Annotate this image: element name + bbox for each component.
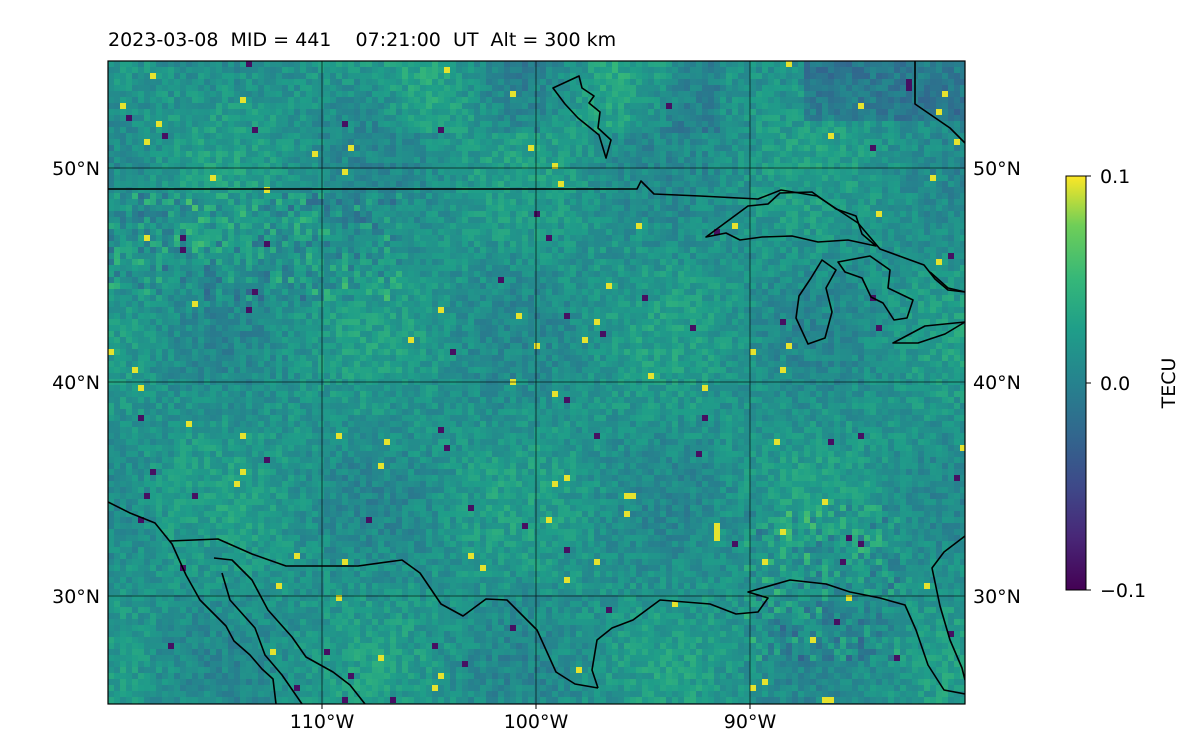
lat-label-30n-left: 30°N (52, 586, 100, 608)
tec-field (108, 61, 965, 704)
lon-label-100w: 100°W (504, 711, 569, 733)
lat-label-50n-right: 50°N (973, 158, 1021, 180)
colorbar-unit-label: TECU (1158, 358, 1180, 410)
coast-northeast (914, 61, 965, 144)
lat-label-30n-right: 30°N (973, 586, 1021, 608)
map-gridlines (108, 61, 965, 704)
colorbar-label-zero: 0.0 (1100, 373, 1130, 395)
baja-inner-coast (221, 572, 303, 704)
lake-superior (705, 191, 877, 247)
hudson-bay-coast (552, 75, 612, 159)
lat-label-40n-right: 40°N (973, 372, 1021, 394)
colorbar: 0.1 0.0 −0.1 TECU (1065, 166, 1180, 602)
lake-michigan (795, 259, 837, 345)
lon-label-90w: 90°W (724, 711, 777, 733)
lon-tick-marks (321, 704, 751, 709)
lake-huron (837, 255, 914, 321)
lake-ontario (929, 271, 965, 293)
colorbar-label-min: −0.1 (1100, 580, 1146, 602)
lat-label-40n-left: 40°N (52, 372, 100, 394)
map-borders (108, 61, 965, 704)
gulf-coast (591, 579, 965, 695)
lake-erie (892, 321, 965, 344)
baja-california (213, 557, 366, 704)
us-mexico-border (169, 538, 599, 689)
mexico-pacific-coast (108, 501, 277, 704)
colorbar-gradient (1065, 175, 1087, 591)
lat-label-50n-left: 50°N (52, 158, 100, 180)
map-area (108, 61, 965, 704)
florida-atlantic-coast (931, 535, 965, 681)
colorbar-label-max: 0.1 (1100, 166, 1130, 188)
map-title: 2023-03-08 MID = 441 07:21:00 UT Alt = 3… (108, 29, 617, 51)
lon-label-110w: 110°W (290, 711, 355, 733)
